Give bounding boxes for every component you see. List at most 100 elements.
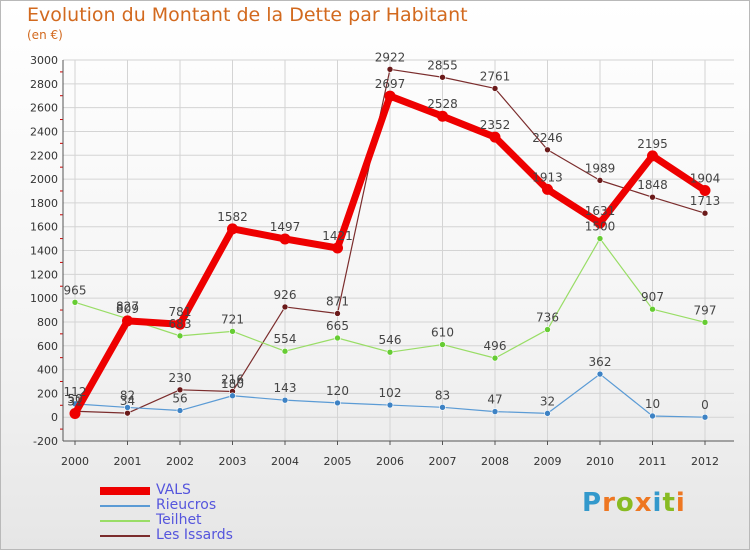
data-point-rieucros <box>491 408 499 415</box>
data-label: 0 <box>701 398 709 412</box>
y-tick-label: 2800 <box>30 78 58 91</box>
proxiti-logo: Proxiti <box>582 488 686 518</box>
data-point-les-issards <box>124 409 131 417</box>
y-tick-label: 600 <box>37 340 58 353</box>
data-point-vals <box>647 150 658 162</box>
y-tick-label: 2000 <box>30 173 58 186</box>
legend: VALS Rieucros Teilhet Les Issards <box>100 482 300 544</box>
data-point-vals <box>332 242 343 254</box>
data-label: 180 <box>221 377 244 391</box>
data-point-les-issards <box>701 209 709 217</box>
data-point-teilhet <box>281 347 289 355</box>
x-tick-label: 2011 <box>639 455 667 468</box>
legend-swatch-rieucros <box>100 505 150 507</box>
x-tick-label: 2000 <box>61 455 89 468</box>
x-tick-label: 2006 <box>376 455 404 468</box>
data-label: 2246 <box>532 131 563 145</box>
legend-item-les-issards: Les Issards <box>100 527 300 544</box>
data-label: 2761 <box>480 69 511 83</box>
y-tick-label: 200 <box>37 387 58 400</box>
data-point-vals <box>437 110 448 122</box>
data-point-les-issards <box>649 193 656 201</box>
data-label: 50 <box>67 392 82 406</box>
data-label: 31 <box>67 394 82 408</box>
data-label: 1631 <box>585 204 616 218</box>
logo-letter: t <box>662 488 676 518</box>
y-tick-label: 1400 <box>30 245 58 258</box>
data-label: 2922 <box>375 50 406 64</box>
y-tick-label: 3000 <box>30 54 58 67</box>
data-point-vals <box>279 233 291 245</box>
data-label: 56 <box>172 392 187 406</box>
data-point-teilhet <box>439 341 446 348</box>
x-tick-label: 2004 <box>271 455 299 468</box>
data-label: 83 <box>435 388 450 402</box>
y-tick-label: 2400 <box>30 125 58 138</box>
data-point-les-issards <box>544 146 551 154</box>
data-point-vals <box>122 315 133 327</box>
legend-swatch-vals <box>100 487 150 495</box>
x-tick-label: 2012 <box>691 455 719 468</box>
logo-letter: r <box>602 488 616 518</box>
x-tick-label: 2001 <box>114 455 142 468</box>
logo-letter: i <box>675 488 686 518</box>
chart-title: Evolution du Montant de la Dette par Hab… <box>27 4 468 26</box>
data-label: 1989 <box>585 161 616 175</box>
data-label: 1713 <box>690 194 721 208</box>
data-label: 721 <box>221 312 244 326</box>
data-point-vals <box>594 217 606 229</box>
y-tick-label: 1000 <box>30 292 58 305</box>
data-point-teilhet <box>649 305 656 313</box>
x-tick-label: 2002 <box>166 455 194 468</box>
data-point-vals <box>174 318 186 330</box>
data-point-teilhet <box>176 332 184 340</box>
data-point-rieucros <box>124 404 131 411</box>
data-label: 102 <box>379 386 402 400</box>
data-point-les-issards <box>491 85 499 92</box>
y-tick-label: 1600 <box>30 221 58 234</box>
data-label: 32 <box>540 394 555 408</box>
data-point-rieucros <box>596 370 604 378</box>
data-label: 736 <box>536 311 559 325</box>
data-point-rieucros <box>649 412 656 420</box>
data-point-rieucros <box>701 413 709 421</box>
data-point-teilhet <box>386 348 394 356</box>
data-label: 82 <box>120 388 135 402</box>
legend-item-teilhet: Teilhet <box>100 512 300 529</box>
data-point-rieucros <box>386 401 394 409</box>
data-point-vals <box>69 407 81 419</box>
data-point-teilhet <box>544 326 551 333</box>
data-label: 827 <box>116 300 139 314</box>
y-tick-label: 800 <box>37 316 58 329</box>
data-label: 683 <box>169 317 192 331</box>
data-point-rieucros <box>176 407 184 414</box>
data-label: 546 <box>379 333 402 347</box>
data-label: 926 <box>274 288 297 302</box>
data-label: 554 <box>274 332 297 346</box>
data-point-teilhet <box>229 328 236 335</box>
data-point-rieucros <box>229 392 236 400</box>
data-point-rieucros <box>334 399 341 407</box>
logo-letter: o <box>615 488 635 518</box>
y-tick-label: 2600 <box>30 102 58 115</box>
data-label: 2195 <box>637 137 668 151</box>
data-label: 34 <box>120 394 135 408</box>
data-point-les-issards <box>334 310 341 317</box>
x-tick-label: 2003 <box>219 455 247 468</box>
data-point-vals <box>384 90 396 102</box>
legend-item-rieucros: Rieucros <box>100 497 300 514</box>
data-point-teilhet <box>334 334 341 342</box>
data-point-les-issards <box>281 303 289 311</box>
data-point-les-issards <box>596 177 604 184</box>
logo-letter: P <box>582 488 603 518</box>
data-label: 47 <box>487 393 502 407</box>
y-tick-label: 0 <box>51 411 58 424</box>
data-label: 362 <box>589 355 612 369</box>
logo-letter: x <box>634 488 653 518</box>
data-label: 1904 <box>690 171 721 185</box>
data-label: 1582 <box>217 210 248 224</box>
data-label: 2352 <box>480 118 511 132</box>
data-label: 907 <box>641 290 664 304</box>
